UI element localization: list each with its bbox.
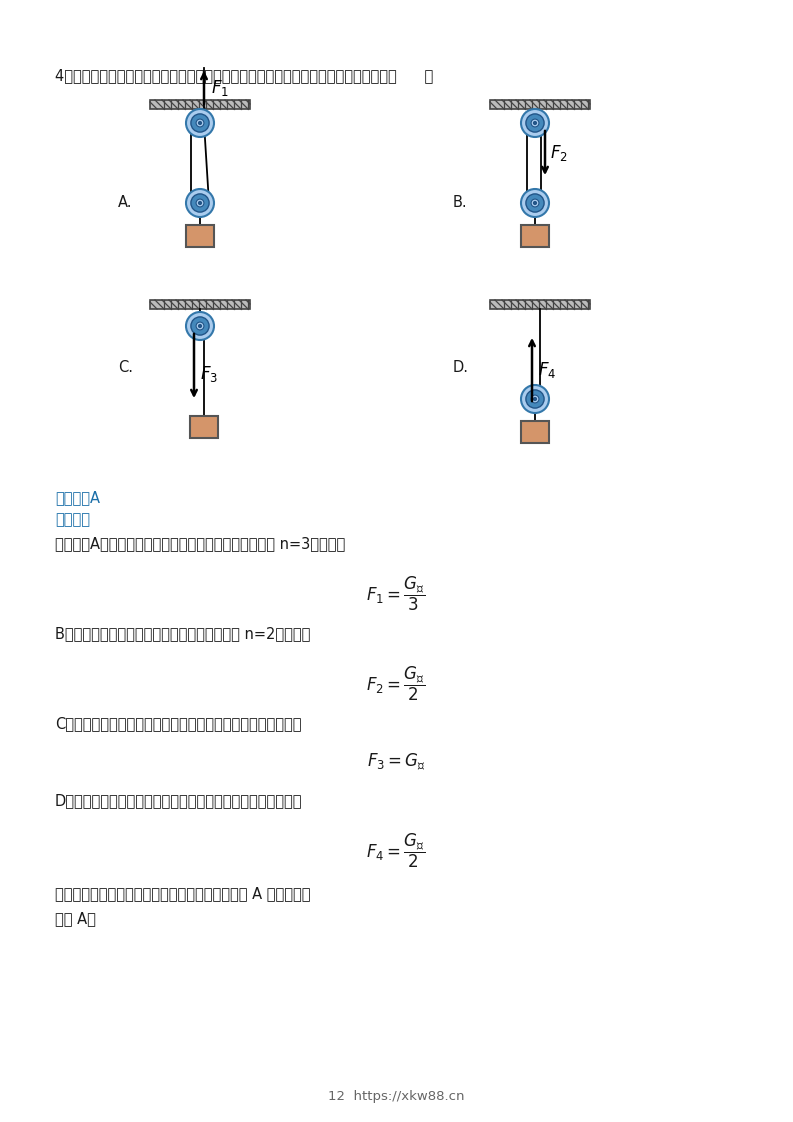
Text: 【解析】: 【解析】 bbox=[55, 512, 90, 527]
Text: $F_3$: $F_3$ bbox=[200, 364, 218, 384]
Circle shape bbox=[534, 121, 536, 125]
Text: 【详解】A．不计滑轮重、绳重和摩擦，承重绳子的段数 n=3，则拉力: 【详解】A．不计滑轮重、绳重和摩擦，承重绳子的段数 n=3，则拉力 bbox=[55, 536, 345, 551]
Text: 4．分别使用图中四种装置匀速提升同一重物，不计滑轮重、绳重和摩擦，最省力的是（      ）: 4．分别使用图中四种装置匀速提升同一重物，不计滑轮重、绳重和摩擦，最省力的是（ … bbox=[55, 68, 433, 83]
Bar bbox=[150, 100, 250, 109]
Bar bbox=[190, 416, 218, 438]
Text: $F_4=\dfrac{G_{\mathrm{\mathit{物}}}}{2}$: $F_4=\dfrac{G_{\mathrm{\mathit{物}}}}{2}$ bbox=[366, 831, 426, 870]
Circle shape bbox=[531, 395, 539, 403]
Circle shape bbox=[186, 312, 214, 340]
Text: $F_3=G_{\mathrm{\mathit{物}}}$: $F_3=G_{\mathrm{\mathit{物}}}$ bbox=[366, 751, 425, 772]
Bar bbox=[490, 100, 590, 109]
Text: 故选 A。: 故选 A。 bbox=[55, 911, 96, 926]
Circle shape bbox=[521, 109, 549, 137]
Bar bbox=[150, 300, 250, 309]
Circle shape bbox=[534, 202, 536, 204]
Circle shape bbox=[521, 385, 549, 413]
Text: $F_4$: $F_4$ bbox=[538, 359, 556, 379]
Text: A.: A. bbox=[118, 195, 132, 210]
Circle shape bbox=[196, 119, 204, 127]
Circle shape bbox=[198, 202, 201, 204]
Text: $F_1$: $F_1$ bbox=[211, 77, 229, 98]
Text: C.: C. bbox=[118, 360, 133, 375]
Circle shape bbox=[196, 199, 204, 206]
Text: B．不计滑轮重、绳重和摩擦，承重绳子的段数 n=2，则拉力: B．不计滑轮重、绳重和摩擦，承重绳子的段数 n=2，则拉力 bbox=[55, 626, 310, 641]
Text: $F_2$: $F_2$ bbox=[550, 142, 568, 163]
Circle shape bbox=[534, 397, 536, 401]
Text: D.: D. bbox=[453, 360, 469, 375]
Circle shape bbox=[531, 119, 539, 127]
Circle shape bbox=[198, 324, 201, 328]
Circle shape bbox=[526, 390, 544, 408]
Bar bbox=[521, 226, 549, 247]
Text: D．动滑轮相当于省力杠杆，不计滑轮重、绳重和摩擦，则拉力: D．动滑轮相当于省力杠杆，不计滑轮重、绳重和摩擦，则拉力 bbox=[55, 793, 302, 808]
Text: C．定滑轮相当于等臂杠杆，不计滑轮重、绳重和摩擦，则拉力: C．定滑轮相当于等臂杠杆，不计滑轮重、绳重和摩擦，则拉力 bbox=[55, 716, 301, 732]
Circle shape bbox=[186, 109, 214, 137]
Text: $F_1=\dfrac{G_{\mathrm{\mathit{物}}}}{3}$: $F_1=\dfrac{G_{\mathrm{\mathit{物}}}}{3}$ bbox=[366, 574, 426, 613]
Bar bbox=[186, 226, 214, 247]
Circle shape bbox=[191, 194, 209, 212]
Circle shape bbox=[521, 188, 549, 217]
Circle shape bbox=[198, 121, 201, 125]
Bar bbox=[490, 300, 590, 309]
Text: 12  https://xkw88.cn: 12 https://xkw88.cn bbox=[328, 1089, 464, 1103]
Circle shape bbox=[531, 199, 539, 206]
Circle shape bbox=[526, 114, 544, 132]
Bar bbox=[521, 421, 549, 443]
Text: $F_2=\dfrac{G_{\mathrm{\mathit{物}}}}{2}$: $F_2=\dfrac{G_{\mathrm{\mathit{物}}}}{2}$ bbox=[366, 664, 426, 702]
Circle shape bbox=[191, 114, 209, 132]
Circle shape bbox=[196, 322, 204, 330]
Circle shape bbox=[191, 316, 209, 335]
Text: 【答案】A: 【答案】A bbox=[55, 490, 100, 505]
Circle shape bbox=[526, 194, 544, 212]
Circle shape bbox=[186, 188, 214, 217]
Text: 综上，四种装置匀速提升同一重物，则最省力的是 A 中的装置。: 综上，四种装置匀速提升同一重物，则最省力的是 A 中的装置。 bbox=[55, 886, 311, 901]
Text: B.: B. bbox=[453, 195, 468, 210]
